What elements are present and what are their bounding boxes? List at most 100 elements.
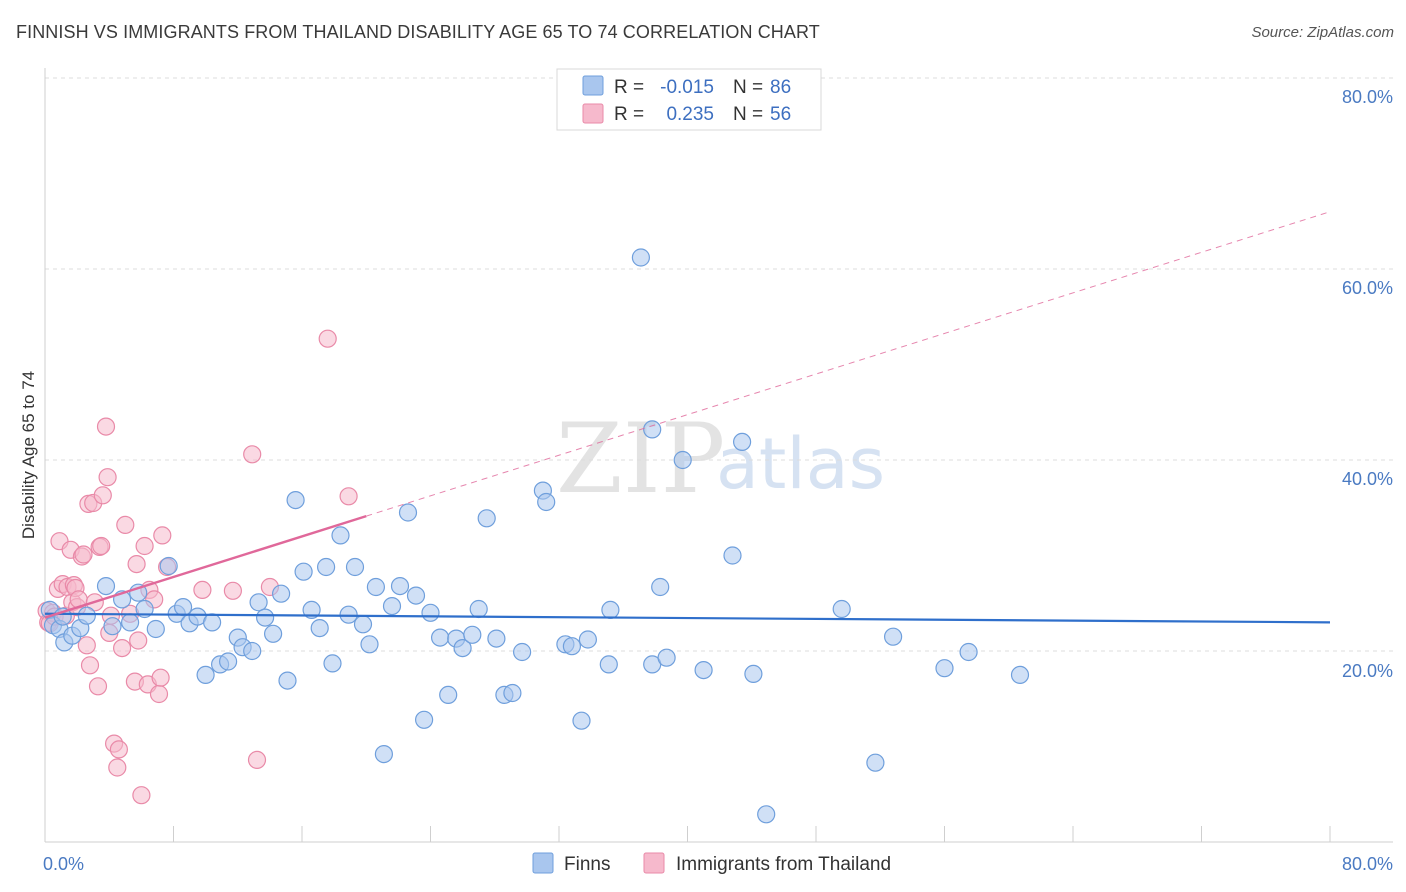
thailand-point [98,468,117,487]
legend-swatch-thai [582,103,604,124]
x-tick-label-80: 80.0% [1342,854,1393,874]
y-axis-title: Disability Age 65 to 74 [19,371,38,539]
finns-point [757,805,776,824]
finns-point [345,557,365,577]
finns-point [572,711,591,730]
thailand-point [132,786,151,805]
finns-point [1010,665,1030,685]
thailand-point [93,486,112,505]
bottom-legend-label-finns: Finns [564,854,610,875]
legend-r-value-finns: -0.015 [660,77,714,98]
finns-point [415,710,434,729]
finns-point [249,593,268,612]
finns-point [196,665,215,685]
thailand-point [88,677,108,696]
y-tick-label-60: 60.0% [1342,278,1393,298]
trend-line-finns [44,612,1331,624]
thailand-point [247,750,267,770]
thailand-point [339,487,358,506]
finns-point [631,248,651,267]
thailand-point [193,580,212,600]
finns-point [866,753,885,772]
legend-r-label-thai: R = [614,104,644,125]
trend-line-thailand-extension [366,211,1331,517]
finns-point [278,671,297,690]
finns-point [503,683,522,703]
finns-point [256,608,275,627]
watermark-zip: ZIP [556,403,725,515]
finns-point [135,599,154,619]
finns-point [657,648,676,667]
finns-point [286,491,305,510]
finns-point [562,637,582,656]
thailand-point [109,740,129,759]
finns-point [323,654,342,673]
legend-r-value-thai: 0.235 [666,104,714,125]
axes [44,68,1393,843]
finns-point [353,615,373,634]
thailand-point [223,581,242,600]
bottom-legend-swatch-finns [532,852,554,874]
legend-swatch-finns [582,75,604,96]
finns-point [103,617,122,636]
finns-point [360,635,379,654]
x-ticks [173,826,1331,842]
finns-point [159,556,178,576]
finns-point [203,613,222,632]
stats-legend: R = -0.015 N = 86 R = 0.235 N = 56 [556,68,822,131]
finns-point [121,613,140,632]
finns-point [578,630,598,649]
finns-point [174,597,193,617]
finns-point [694,660,713,680]
thailand-point [92,536,111,556]
finns-point [673,450,692,470]
thailand-point [74,545,93,564]
finns-point [439,685,458,705]
trend-line-thailand [44,514,367,619]
finns-point [883,627,903,646]
bottom-legend-label-thai: Immigrants from Thailand [676,854,891,875]
thailand-point [80,656,100,675]
finns-point [651,577,670,597]
thailand-point [127,554,146,574]
finns-point [390,576,410,596]
finns-point [310,618,329,638]
chart-title: FINNISH VS IMMIGRANTS FROM THAILAND DISA… [16,22,820,42]
thailand-point [151,668,170,687]
thailand-point [116,515,135,535]
thailand-point [135,536,154,556]
y-tick-label-80: 80.0% [1342,87,1393,107]
legend-n-value-finns: 86 [770,77,791,98]
x-tick-label-0: 0.0% [43,854,84,874]
thailand-point [318,329,337,348]
finns-point [723,546,742,565]
finns-point [599,655,618,674]
thailand-point [129,631,148,650]
thailand-point [243,445,262,464]
finns-point [317,557,336,577]
bottom-legend-swatch-thai [643,852,665,874]
chart-source: Source: ZipAtlas.com [1251,24,1394,41]
finns-point [96,576,116,596]
finns-point [453,638,472,658]
gridlines [45,77,1393,652]
finns-point [959,642,978,662]
finns-point [302,600,321,620]
finns-point [744,664,763,684]
thailand-point [77,636,96,655]
series-legend: Finns Immigrants from Thailand [532,852,891,875]
finns-point [272,584,291,603]
legend-n-label-thai: N = [733,104,763,125]
finns-point [264,624,283,643]
finns-point [431,628,450,647]
finns-point [477,509,496,528]
series-finns-points [40,248,1030,824]
finns-point [146,619,165,639]
legend-r-label-finns: R = [614,77,644,98]
finns-point [77,606,96,625]
finns-point [463,625,482,644]
finns-point [219,652,238,671]
finns-point [601,600,620,620]
finns-point [366,577,385,597]
